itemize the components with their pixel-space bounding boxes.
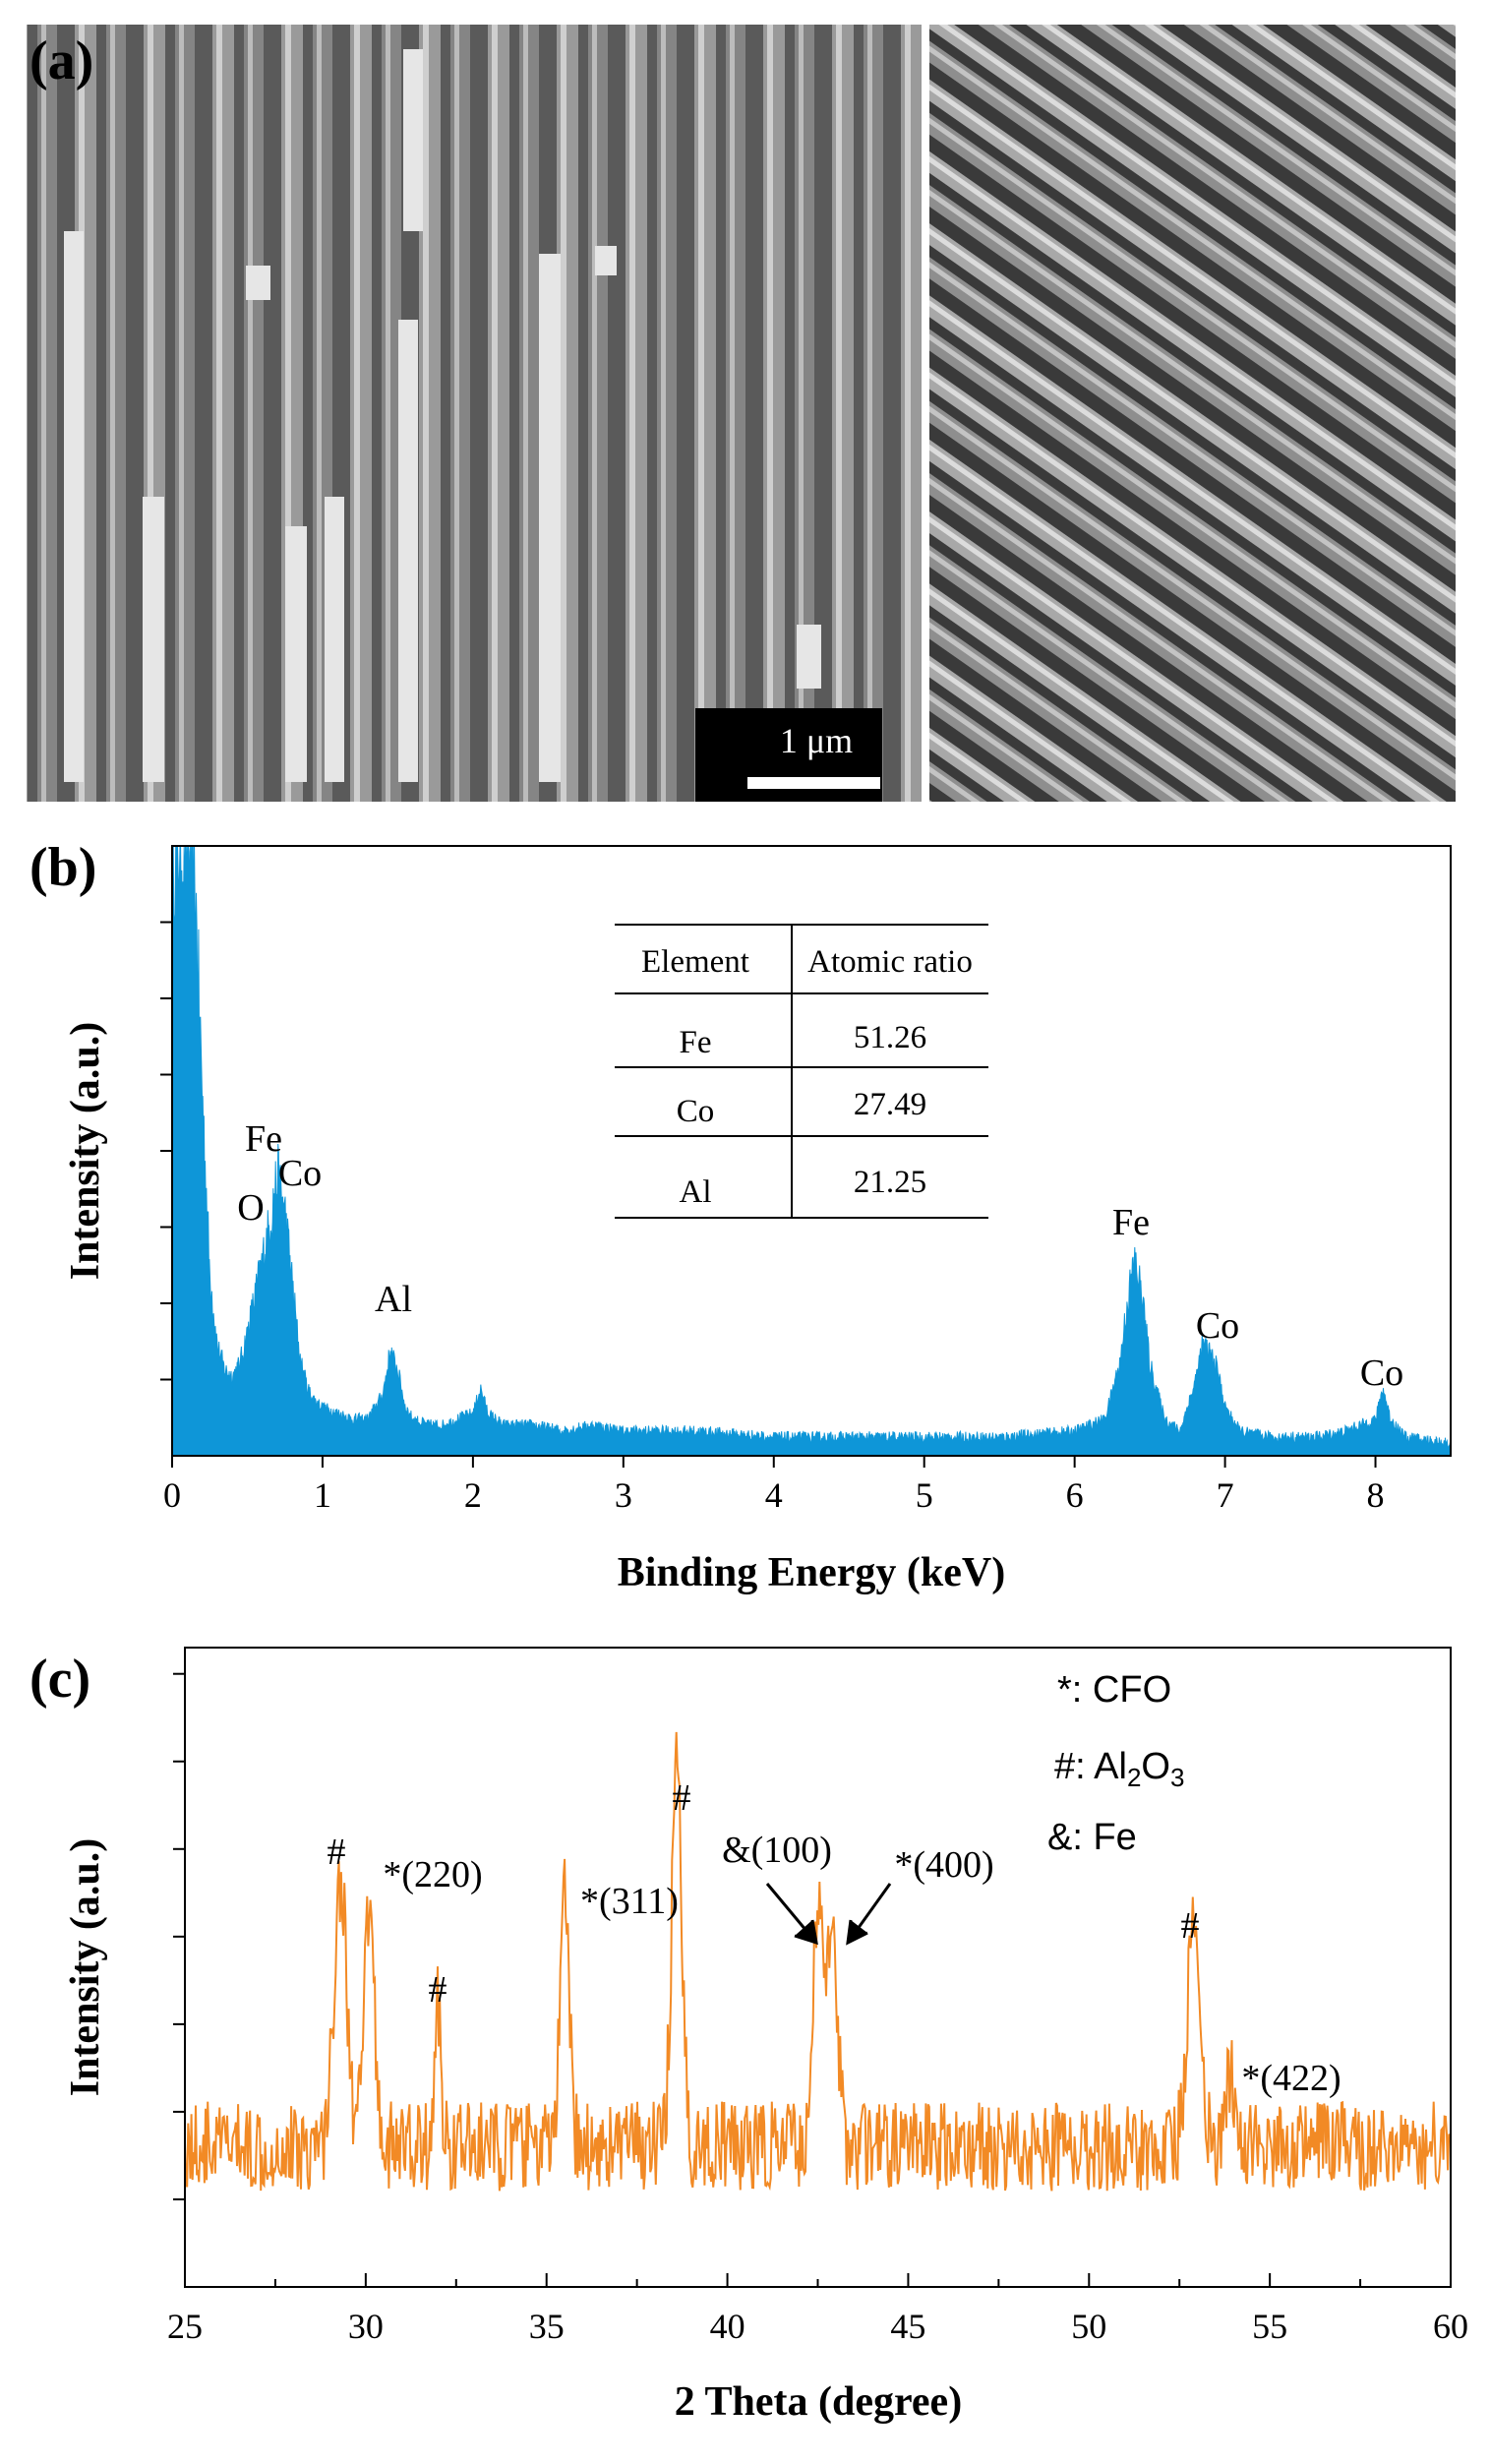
eds-y-axis-title: Intensity (a.u.) <box>63 1022 108 1281</box>
peak-label: Co <box>1360 1352 1403 1394</box>
xrd-peak-labels: # *(220) # *(311) # &(100) *(400) # *(422) <box>328 1777 1341 2099</box>
x-tick-label: 0 <box>163 1475 181 1515</box>
peak-label: Fe <box>245 1118 282 1160</box>
xrd-arrows <box>765 1883 892 1946</box>
scale-bar-label: 1 μm <box>780 721 853 760</box>
x-tick-label: 7 <box>1217 1475 1234 1515</box>
xrd-x-ticks: 25 30 35 40 45 50 55 60 <box>167 2273 1468 2346</box>
peak-label: Co <box>278 1153 322 1194</box>
table-header-atomic-ratio: Atomic ratio <box>807 944 973 980</box>
peak-label: *(220) <box>383 1854 482 1895</box>
table-cell: 21.25 <box>854 1165 926 1200</box>
table-cell: Al <box>680 1174 712 1210</box>
eds-series-area <box>171 845 1452 1457</box>
x-tick-label: 30 <box>348 2307 384 2346</box>
peak-label: *(400) <box>894 1844 993 1886</box>
table-header-element: Element <box>641 944 749 980</box>
xrd-legend: *: CFO #: Al2O3 &: Fe <box>1047 1669 1184 1858</box>
sem-image-left <box>27 25 922 802</box>
peak-label: # <box>673 1777 691 1819</box>
xrd-plot-area <box>184 1731 1451 2192</box>
x-tick-label: 45 <box>890 2307 925 2346</box>
xrd-y-axis-title: Intensity (a.u.) <box>63 1838 108 2097</box>
peak-label: Co <box>1196 1305 1239 1347</box>
table-cell: Co <box>677 1094 715 1129</box>
x-tick-label: 35 <box>529 2307 565 2346</box>
x-tick-label: 8 <box>1367 1475 1385 1515</box>
peak-label: O <box>237 1187 264 1229</box>
peak-label: # <box>429 1969 447 2011</box>
panel-c: (c) 25 30 35 40 45 50 55 60 2 Theta (degree) In… <box>30 1647 1468 2425</box>
legend-item-fe: &: Fe <box>1047 1817 1137 1858</box>
peak-label: # <box>1181 1905 1200 1947</box>
peak-label: &(100) <box>722 1830 832 1871</box>
eds-x-axis-title: Binding Energy (keV) <box>618 1550 1005 1595</box>
table-cell: 51.26 <box>854 1020 926 1055</box>
x-tick-label: 60 <box>1433 2307 1468 2346</box>
x-tick-label: 40 <box>710 2307 745 2346</box>
x-tick-label: 2 <box>464 1475 482 1515</box>
legend-item-cfo: *: CFO <box>1057 1669 1171 1711</box>
xrd-y-ticks <box>173 1672 185 2200</box>
eds-y-ticks <box>160 921 172 1381</box>
peak-label: Fe <box>1112 1202 1150 1243</box>
xrd-series-line <box>184 1731 1451 2192</box>
peak-label: *(311) <box>580 1881 679 1922</box>
scale-bar-line <box>747 777 880 789</box>
x-tick-label: 5 <box>916 1475 933 1515</box>
peak-label: Al <box>375 1279 412 1320</box>
x-tick-label: 4 <box>765 1475 783 1515</box>
xrd-x-axis-title: 2 Theta (degree) <box>675 2379 962 2425</box>
sem-image-right <box>929 25 1456 802</box>
eds-plot-area <box>171 845 1452 1457</box>
panel-a-label: (a) <box>30 30 93 91</box>
eds-x-ticks: 0 1 2 3 4 5 6 7 8 <box>163 1456 1385 1515</box>
table-cell: 27.49 <box>854 1087 926 1122</box>
x-tick-label: 25 <box>167 2307 203 2346</box>
panel-a: 1 μm (a) <box>27 25 1456 802</box>
panel-b-label: (b) <box>30 837 96 898</box>
x-tick-label: 6 <box>1066 1475 1084 1515</box>
panel-b: (b) 0 1 2 3 4 5 6 7 8 Binding Energy (keV) Inten… <box>30 837 1452 1595</box>
x-tick-label: 55 <box>1252 2307 1287 2346</box>
table-cell: Fe <box>680 1025 712 1060</box>
peak-label: *(422) <box>1241 2058 1341 2099</box>
eds-axes-frame <box>171 845 1452 1457</box>
peak-label: # <box>328 1832 346 1873</box>
legend-item-al2o3: #: Al2O3 <box>1054 1746 1184 1792</box>
sem-rod-highlights <box>64 49 821 782</box>
x-tick-label: 3 <box>615 1475 632 1515</box>
x-tick-label: 1 <box>314 1475 331 1515</box>
x-tick-label: 50 <box>1071 2307 1106 2346</box>
panel-c-label: (c) <box>30 1649 90 1710</box>
eds-inset-table: Element Atomic ratio Fe 51.26 Co 27.49 A… <box>615 924 988 1219</box>
xrd-axes-frame <box>184 1647 1452 2288</box>
